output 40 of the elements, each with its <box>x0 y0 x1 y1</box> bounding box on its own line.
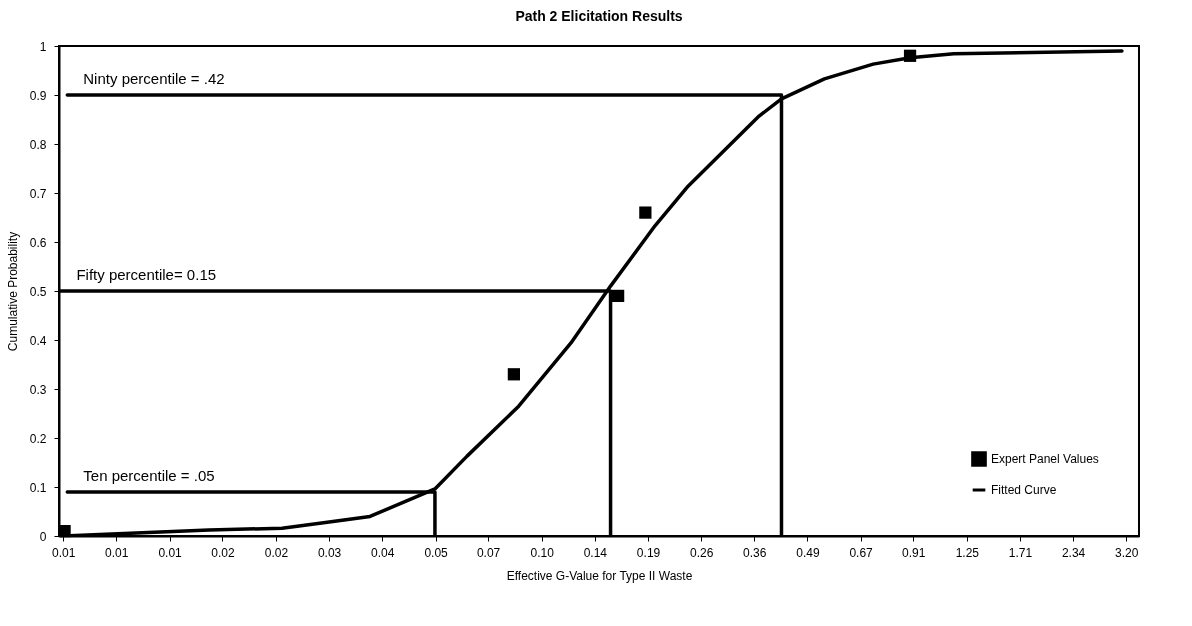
chart-title: Path 2 Elicitation Results <box>515 8 683 24</box>
x-tick-label: 0.67 <box>849 545 874 560</box>
y-tick-label: 0 <box>39 529 47 544</box>
annotation: Ten percentile = .05 <box>83 466 215 484</box>
x-tick-label: 0.01 <box>52 545 76 560</box>
x-tick-label: 0.26 <box>689 545 714 560</box>
x-axis-title: Effective G-Value for Type II Waste <box>506 568 693 583</box>
y-tick-label: 0.1 <box>29 480 47 495</box>
x-tick-label: 0.03 <box>317 545 342 560</box>
x-tick-label: 0.91 <box>902 545 926 560</box>
y-tick-label: 0.6 <box>29 235 47 250</box>
x-tick-label: 0.49 <box>796 545 820 560</box>
annotation: Fifty percentile= 0.15 <box>76 266 217 283</box>
x-tick-label: 0.04 <box>371 545 395 560</box>
x-tick-label: 0.19 <box>636 545 661 560</box>
legend-label: Fitted Curve <box>991 483 1057 497</box>
x-tick-label: 0.05 <box>424 545 449 560</box>
legend-label: Expert Panel Values <box>991 452 1099 466</box>
x-tick-label: 2.34 <box>1061 545 1086 560</box>
x-tick-label: 0.01 <box>105 545 129 560</box>
y-tick-label: 0.9 <box>29 88 47 103</box>
y-tick-label: 0.3 <box>29 382 47 397</box>
y-tick-label: 0.5 <box>29 284 47 299</box>
x-tick-label: 1.25 <box>955 545 980 560</box>
y-tick-label: 0.2 <box>29 431 47 446</box>
x-tick-label: 0.02 <box>211 545 235 560</box>
y-tick-label: 0.7 <box>29 186 47 201</box>
y-tick-label: 0.4 <box>29 333 47 348</box>
x-tick-label: 3.20 <box>1115 545 1139 560</box>
x-tick-label: 0.07 <box>476 545 501 560</box>
x-tick-label: 1.71 <box>1008 545 1033 560</box>
y-tick-label: 0.8 <box>29 137 47 152</box>
annotation: Ninty percentile = .42 <box>83 70 225 87</box>
x-tick-label: 0.02 <box>264 545 289 560</box>
x-tick-label: 0.14 <box>583 545 608 560</box>
y-axis-title: Cumulative Probability <box>5 231 20 352</box>
x-tick-label: 0.10 <box>530 545 555 560</box>
y-tick-label: 1 <box>39 39 47 54</box>
x-tick-label: 0.01 <box>158 545 183 560</box>
x-tick-label: 0.36 <box>743 545 767 560</box>
